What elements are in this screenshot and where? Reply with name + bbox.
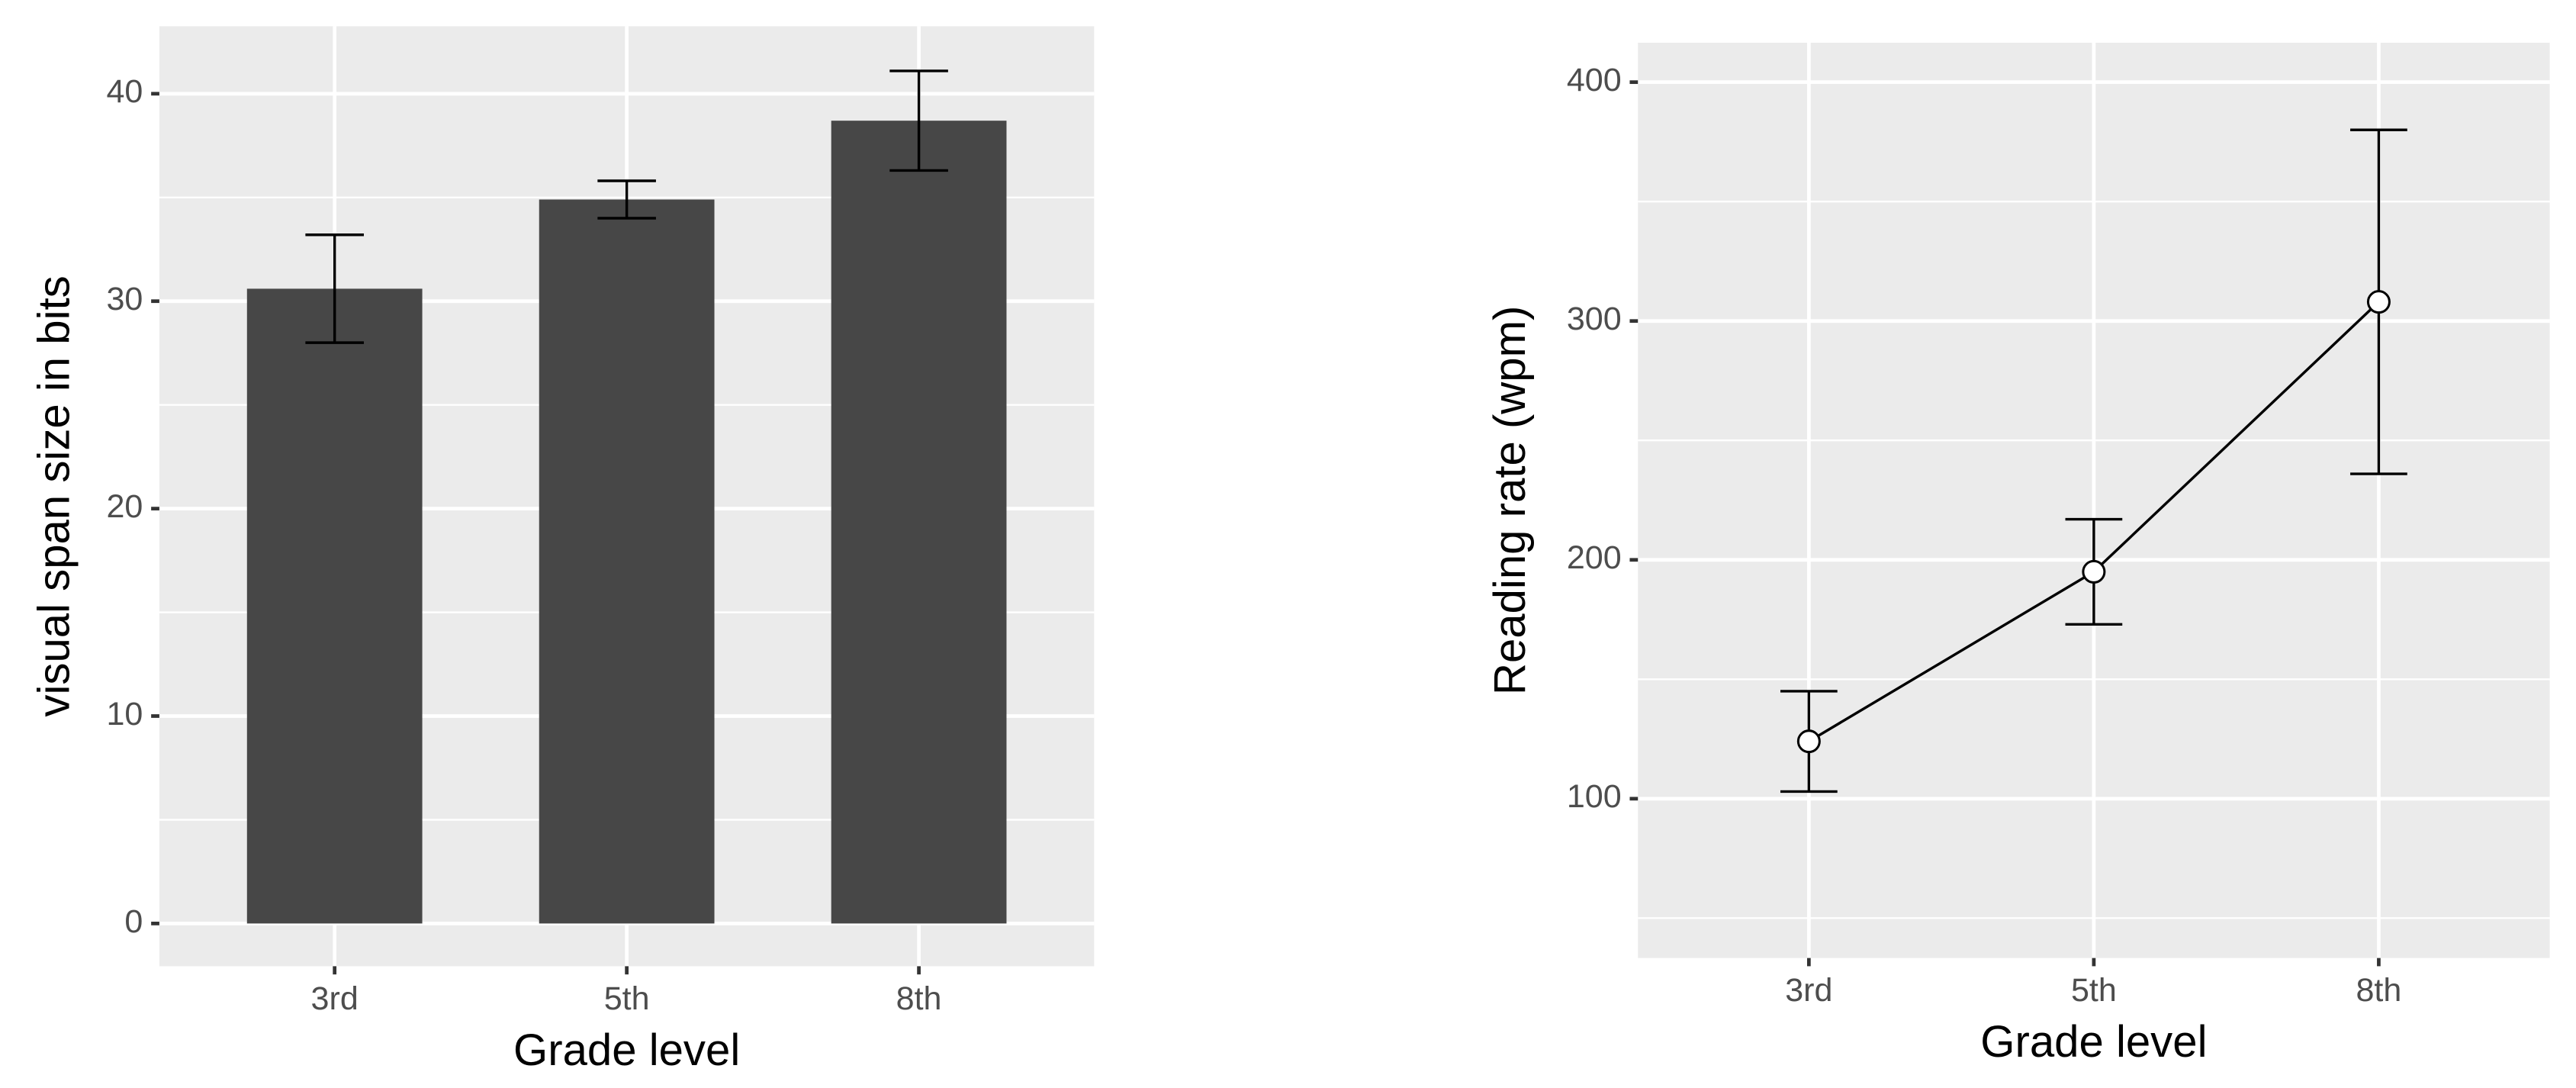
y-axis-title: Reading rate (wpm) (1485, 306, 1535, 695)
x-axis-title: Grade level (513, 1025, 740, 1075)
x-tick-label: 3rd (311, 980, 359, 1017)
x-tick-label: 8th (2356, 972, 2401, 1009)
error-bar (889, 69, 948, 172)
error-bar (597, 179, 656, 220)
y-tick-label: 100 (1567, 778, 1622, 815)
x-tick-label: 5th (604, 980, 650, 1017)
y-tick-label: 20 (106, 488, 143, 525)
x-tick-label: 5th (2071, 972, 2117, 1009)
error-bar (305, 233, 364, 344)
bar (539, 199, 715, 924)
y-tick-label: 300 (1567, 301, 1622, 337)
y-tick-label: 40 (106, 73, 143, 110)
y-tick-label: 200 (1567, 539, 1622, 576)
y-tick-label: 10 (106, 696, 143, 732)
point (2082, 559, 2106, 584)
bar (246, 288, 423, 924)
point (2366, 290, 2391, 314)
y-tick-label: 30 (106, 281, 143, 317)
x-axis-title: Grade level (1980, 1017, 2207, 1067)
x-tick-label: 8th (896, 980, 942, 1017)
y-axis-title: visual span size in bits (30, 275, 79, 716)
y-tick-label: 400 (1567, 62, 1622, 98)
y-tick-label: 0 (124, 903, 143, 940)
point (1796, 729, 1821, 754)
bar (831, 121, 1007, 924)
x-tick-label: 3rd (1785, 972, 1832, 1009)
